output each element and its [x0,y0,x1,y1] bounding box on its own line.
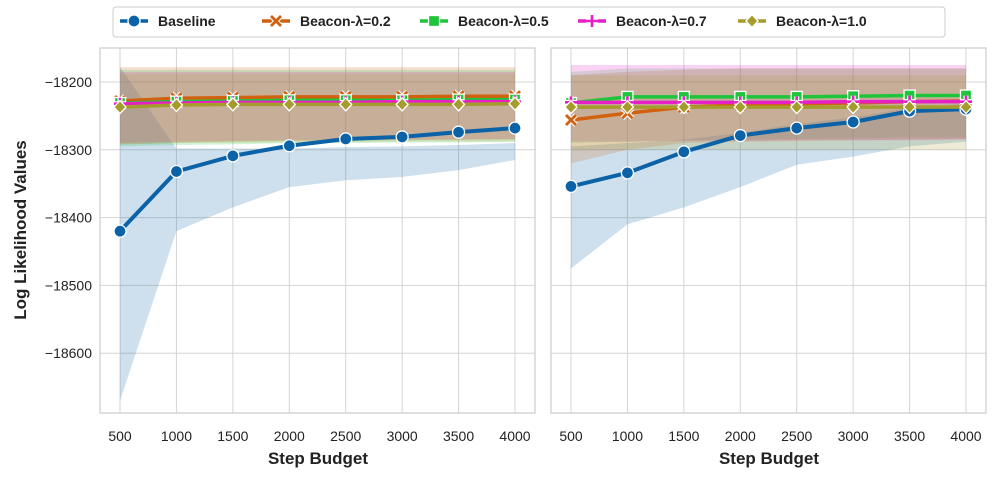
data-point-0-2 [677,145,691,159]
x-tick-label: 3500 [443,428,474,444]
confidence-band-3 [120,71,515,144]
x-tick-label: 2500 [330,428,361,444]
legend-label: Beacon-λ=0.5 [458,13,549,29]
data-point-0-0 [113,224,127,238]
series-line-3 [571,99,966,105]
x-tick-label: 500 [559,428,583,444]
x-tick-label: 3000 [387,428,418,444]
legend-label: Beacon-λ=0.2 [300,13,391,29]
series-line-2 [570,93,966,105]
legend-marker-x-icon [270,15,282,27]
panel-left: 500 1000 1500 2000 2500 3000 3500 4000 −18200 −18… [45,47,536,444]
data-point-4-3 [282,96,297,112]
data-point-4-4 [338,96,353,112]
data-point-4-0 [564,99,578,115]
panel-right: 500 1000 1500 2000 2500 3000 3500 4000 [550,47,987,444]
axes-frame [550,47,987,414]
series-line-0 [118,126,516,233]
legend-item-0: Baseline [120,13,216,29]
data-point-4-0 [113,99,127,115]
legend-marker-plus-icon [586,15,598,27]
legend-item-3: Beacon-λ=0.7 [578,13,707,29]
data-point-0-2 [226,149,240,163]
x-tick-label: 2500 [781,428,812,444]
series-line-1 [119,94,515,103]
legend-marker-diamond-icon [745,13,759,29]
confidence-band-0 [571,103,966,269]
x-tick-label: 4000 [950,428,981,444]
data-point-0-5 [395,130,409,144]
data-point-0-3 [282,139,296,153]
x-axis-label-right: Step Budget [719,449,819,468]
data-point-0-4 [339,132,353,146]
data-point-0-5 [846,115,860,129]
x-tick-label: 1000 [612,428,643,444]
legend-item-4: Beacon-λ=1.0 [738,13,867,29]
x-tick-label: 2000 [725,428,756,444]
x-tick-label: 1500 [217,428,248,444]
data-point-0-1 [169,164,184,179]
confidence-band-4 [120,73,515,145]
x-tick-label: 1000 [161,428,192,444]
data-point-0-6 [451,125,466,139]
data-point-0-7 [508,121,522,135]
legend-item-2: Beacon-λ=0.5 [420,13,549,29]
legend-label: Beacon-λ=0.7 [616,13,707,29]
x-tick-label: 3000 [838,428,869,444]
series-line-3 [119,99,515,106]
data-point-4-3 [733,99,748,115]
y-tick-label: −18600 [45,345,92,361]
series-line-0 [570,107,967,189]
data-point-4-1 [169,97,184,113]
y-tick-label: −18200 [45,74,92,90]
data-point-4-5 [395,96,410,112]
series-line-4 [119,101,516,109]
legend-label: Baseline [158,13,216,29]
y-tick-label: −18500 [45,277,92,293]
legend-item-1: Beacon-λ=0.2 [262,13,391,29]
y-tick-label: −18300 [45,142,92,158]
x-tick-label: 1500 [668,428,699,444]
legend-marker-square-icon [427,14,441,28]
data-point-0-1 [620,166,635,180]
confidence-band-0 [120,67,515,401]
x-tick-label: 2000 [274,428,305,444]
data-point-0-4 [790,121,804,135]
y-axis-label: Log Likelihood Values [11,140,30,319]
data-point-4-4 [789,99,804,115]
confidence-band-2 [120,69,515,147]
data-point-4-2 [676,99,691,115]
data-point-4-5 [846,99,861,115]
legend-marker-circle-icon [127,14,141,28]
x-tick-label: 4000 [499,428,530,444]
data-point-0-3 [733,128,747,143]
confidence-band-1 [571,68,966,164]
x-tick-label: 3500 [894,428,925,444]
data-point-1-0 [565,113,577,126]
axes-frame [99,47,536,414]
data-point-4-7 [959,99,973,115]
legend-label: Beacon-λ=1.0 [776,13,867,29]
data-point-4-1 [620,99,635,115]
data-point-4-6 [451,96,466,112]
legend: Baseline Beacon-λ=0.2 Beacon-λ=0.5 Beacon-λ… [112,6,946,38]
x-axis-label-left: Step Budget [268,449,368,468]
confidence-band-4 [571,75,966,150]
data-point-4-7 [508,96,522,112]
data-point-4-2 [225,96,240,112]
x-tick-label: 500 [108,428,132,444]
data-point-4-6 [902,99,917,115]
y-tick-label: −18400 [45,210,92,226]
data-point-0-0 [564,179,578,194]
legend-box [112,6,946,38]
